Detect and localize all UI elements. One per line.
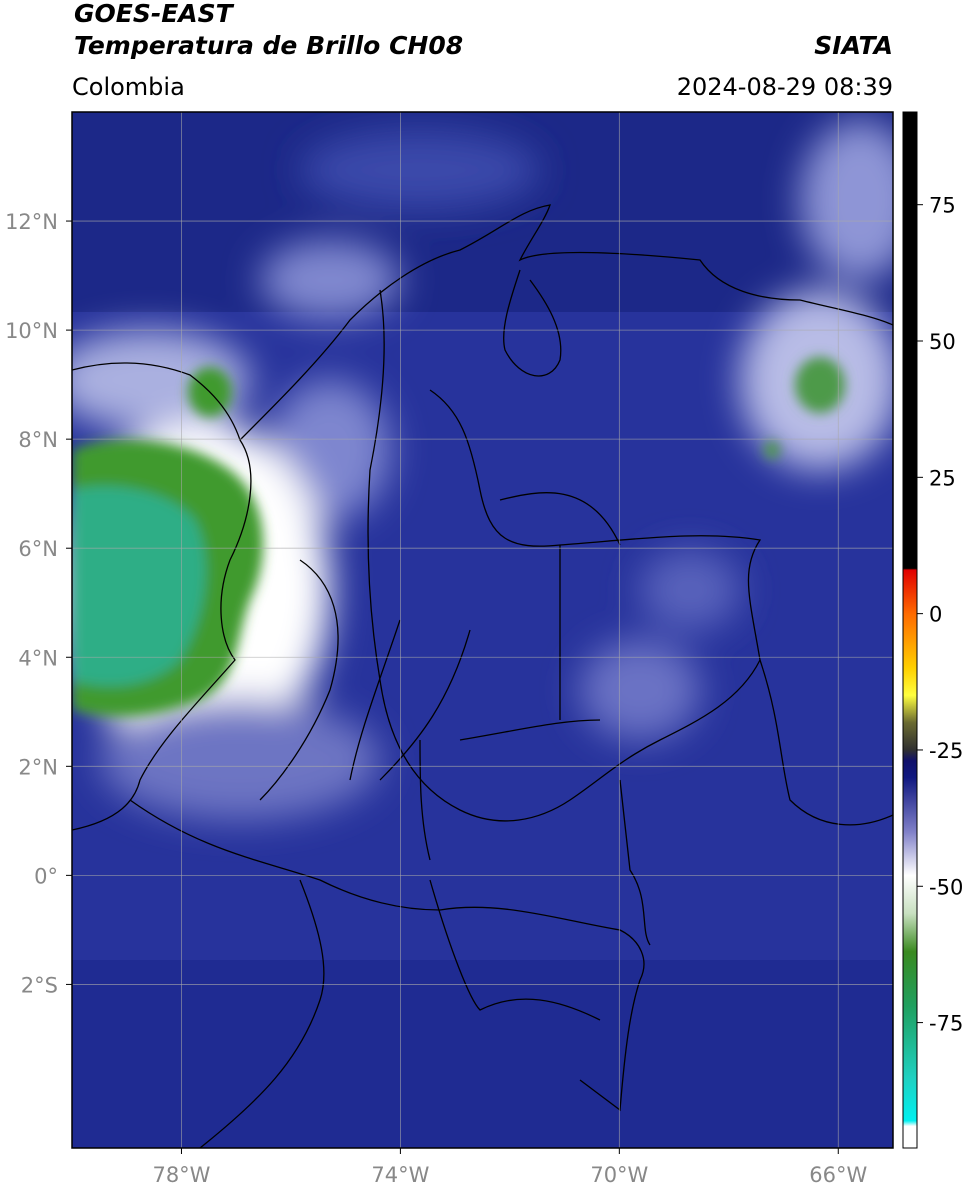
y-tick-label: 6°N [18,537,58,561]
region: Colombia [72,73,185,101]
y-tick-label: 4°N [18,646,58,670]
colorbar-tick-label: 0 [929,603,942,627]
product-title: Temperatura de Brillo CH08 [74,31,463,60]
institution: SIATA [814,31,893,60]
colorbar-tick-label: -25 [929,739,963,763]
colorbar-tick-label: -75 [929,1012,963,1036]
colorbar-tick-label: 75 [929,194,956,218]
satellite-image [72,112,893,1148]
x-tick-label: 66°W [809,1163,867,1187]
colorbar-tick-label: 50 [929,330,956,354]
y-tick-label: 0° [34,864,58,888]
x-tick-label: 70°W [590,1163,648,1187]
y-tick-label: 10°N [5,319,58,343]
y-tick-label: 2°S [21,973,58,997]
y-tick-label: 8°N [18,428,58,452]
datetime: 2024-08-29 08:39 [677,73,893,101]
colorbar-tick-label: 25 [929,466,956,490]
y-tick-label: 2°N [18,755,58,779]
x-tick-label: 74°W [371,1163,429,1187]
map-frame [71,111,894,1149]
satellite-title: GOES-EAST [74,0,235,28]
x-tick-label: 78°W [152,1163,210,1187]
colorbar [902,111,918,1149]
y-tick-label: 12°N [5,210,58,234]
colorbar-tick-label: -50 [929,875,963,899]
